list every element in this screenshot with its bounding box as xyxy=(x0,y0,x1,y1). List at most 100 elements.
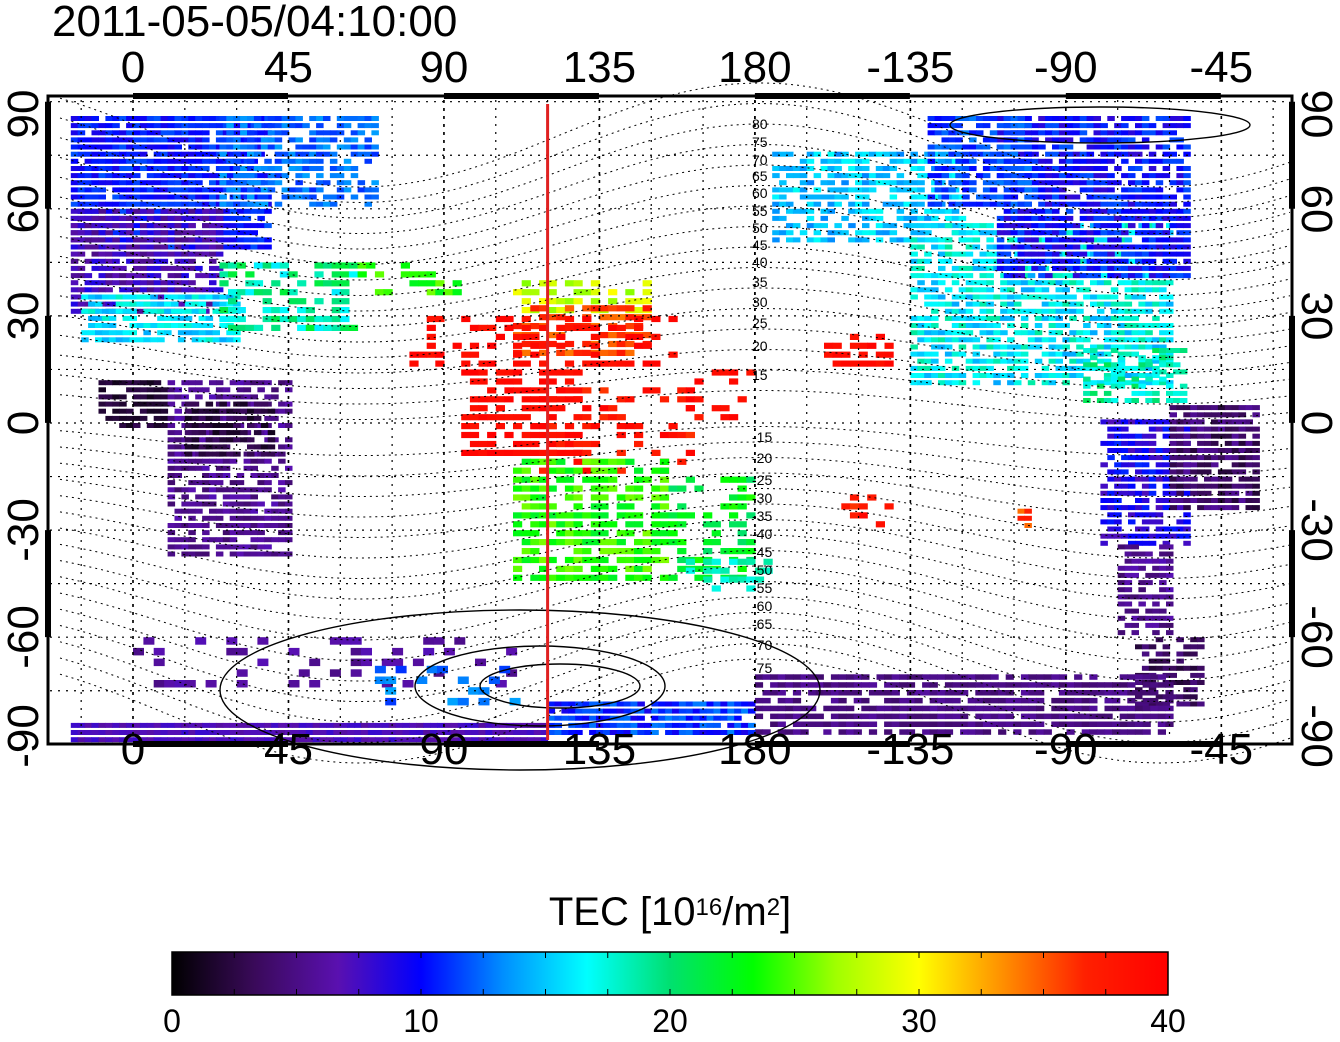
tec-cell xyxy=(1135,265,1143,271)
tec-cell xyxy=(112,380,120,386)
tec-cell xyxy=(167,458,176,464)
tec-cell xyxy=(409,351,419,358)
tec-cell xyxy=(202,387,210,393)
tec-cell xyxy=(209,230,217,236)
tec-cell xyxy=(996,265,1005,271)
tec-cell xyxy=(1093,223,1101,229)
tec-cell xyxy=(1238,483,1247,489)
tec-cell xyxy=(260,166,269,171)
tec-cell xyxy=(1162,201,1171,207)
tec-cell xyxy=(184,401,193,407)
tec-cell xyxy=(1036,721,1045,727)
tec-cell xyxy=(1090,344,1098,350)
tec-cell xyxy=(659,574,670,581)
tec-cell xyxy=(1231,405,1240,411)
tec-cell xyxy=(754,567,765,574)
tec-cell xyxy=(340,307,350,314)
tec-cell xyxy=(694,565,704,572)
tec-cell xyxy=(642,387,652,394)
tec-cell xyxy=(1190,419,1198,425)
tec-cell xyxy=(177,308,186,314)
tec-cell xyxy=(838,682,847,688)
tec-cell xyxy=(513,574,523,581)
tec-cell xyxy=(1127,721,1136,727)
tec-cell xyxy=(1128,208,1136,214)
tec-cell xyxy=(309,151,317,157)
tec-cell xyxy=(1124,587,1133,593)
tec-cell xyxy=(934,166,943,171)
tec-cell xyxy=(316,151,324,157)
tec-cell xyxy=(990,682,999,688)
tec-cell xyxy=(174,473,182,478)
tec-cell xyxy=(1100,223,1108,229)
tec-cell xyxy=(191,401,200,407)
tec-cell xyxy=(236,508,245,514)
tec-cell xyxy=(243,551,252,557)
tec-cell xyxy=(1045,230,1053,236)
tec-cell xyxy=(976,116,984,121)
tec-cell xyxy=(288,158,296,164)
tec-cell xyxy=(625,494,635,501)
tec-cell xyxy=(637,722,645,728)
tec-cell xyxy=(133,187,141,193)
tec-cell xyxy=(1055,373,1063,378)
tec-cell xyxy=(195,137,203,143)
tec-cell xyxy=(1038,180,1046,186)
tec-cell xyxy=(1169,194,1177,200)
tec-cell xyxy=(1176,462,1184,468)
tec-cell xyxy=(253,401,262,407)
tec-cell xyxy=(521,360,531,367)
tec-cell xyxy=(958,344,967,350)
tec-cell xyxy=(1135,680,1143,685)
tec-cell xyxy=(1024,158,1032,164)
tec-cell xyxy=(167,480,176,486)
tec-cell xyxy=(240,401,248,407)
tec-cell xyxy=(1124,301,1133,307)
tec-cell xyxy=(487,342,497,349)
tec-cell xyxy=(195,244,203,250)
tec-cell xyxy=(982,144,991,150)
tec-cell xyxy=(357,144,366,150)
tec-cell xyxy=(1183,426,1191,432)
tec-cell xyxy=(1020,697,1030,704)
tec-cell xyxy=(1066,713,1075,720)
tec-cell xyxy=(77,208,86,214)
tec-cell xyxy=(153,123,162,129)
tec-cell xyxy=(1138,390,1146,396)
tec-cell xyxy=(198,323,207,328)
tec-cell xyxy=(1007,308,1015,314)
tec-cell xyxy=(1003,137,1012,143)
tec-cell xyxy=(1141,512,1150,518)
tec-cell xyxy=(521,485,531,492)
tec-cell xyxy=(924,330,932,336)
tec-cell xyxy=(944,358,953,364)
tec-cell xyxy=(1159,594,1167,600)
tec-cell xyxy=(979,373,987,378)
tec-cell xyxy=(219,151,227,157)
tec-cell xyxy=(70,180,79,186)
tec-cell xyxy=(364,158,372,164)
tec-cell xyxy=(215,244,224,250)
tec-cell xyxy=(965,287,974,293)
tec-cell xyxy=(772,194,780,200)
tec-cell xyxy=(1103,330,1112,336)
tec-cell xyxy=(1155,251,1164,257)
tec-cell xyxy=(996,158,1005,164)
tec-cell xyxy=(929,697,938,704)
tec-cell xyxy=(623,715,632,721)
tec-cell xyxy=(1152,358,1160,364)
tec-cell xyxy=(982,721,992,727)
tec-cell xyxy=(1155,237,1164,243)
tec-cell xyxy=(1183,244,1191,250)
tec-cell xyxy=(264,237,272,243)
tec-cell xyxy=(1231,440,1240,446)
tec-cell xyxy=(146,137,155,143)
tec-cell xyxy=(564,449,575,456)
tec-cell xyxy=(1183,194,1191,200)
tec-cell xyxy=(806,223,815,229)
tec-cell xyxy=(1074,697,1083,704)
tec-cell xyxy=(340,271,350,278)
tec-cell xyxy=(108,337,117,343)
tec-cell xyxy=(219,137,227,143)
tec-cell xyxy=(1107,519,1115,525)
